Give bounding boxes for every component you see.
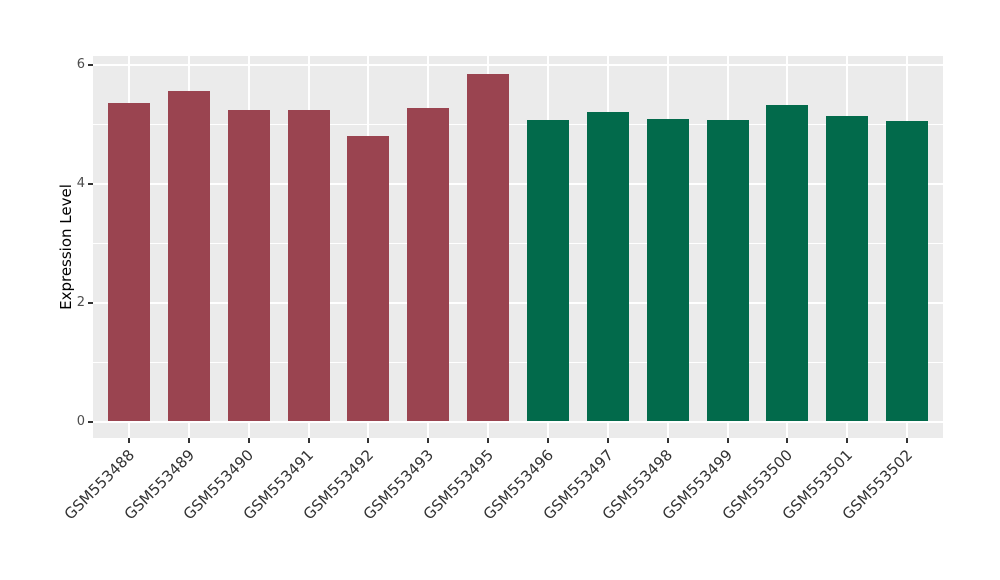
major-gridline — [93, 63, 943, 66]
x-tick-mark — [307, 438, 310, 443]
x-tick-mark — [726, 438, 729, 443]
x-tick-mark — [128, 438, 130, 443]
bar-GSM553493 — [407, 107, 450, 422]
major-gridline — [93, 301, 943, 304]
x-tick-mark — [606, 438, 609, 443]
x-tick-mark — [427, 438, 430, 443]
bar-GSM553497 — [586, 111, 629, 422]
bar-GSM553488 — [108, 103, 150, 422]
bar-GSM553489 — [167, 91, 210, 422]
minor-gridline — [93, 242, 943, 244]
y-tick-label: 0 — [76, 413, 85, 429]
x-tick-mark — [247, 438, 250, 443]
x-tick-mark — [906, 438, 909, 443]
x-tick-mark — [367, 438, 370, 443]
x-tick-mark — [786, 438, 789, 443]
bar-GSM553501 — [826, 116, 869, 422]
y-axis-title: Expression Level — [57, 184, 75, 310]
bar-GSM553502 — [886, 121, 929, 422]
x-tick-mark — [187, 438, 190, 443]
y-tick-label: 6 — [76, 56, 85, 72]
x-tick-mark — [846, 438, 849, 443]
bar-GSM553495 — [467, 74, 510, 422]
y-tick-mark — [88, 182, 93, 185]
x-tick-mark — [546, 438, 549, 443]
major-gridline — [93, 182, 943, 185]
y-tick-mark — [88, 420, 93, 423]
bar-GSM553496 — [526, 120, 569, 422]
minor-gridline — [93, 123, 943, 125]
y-tick-label: 4 — [76, 175, 85, 191]
bar-GSM553491 — [287, 109, 330, 422]
major-gridline — [93, 420, 943, 423]
x-tick-mark — [487, 438, 490, 443]
bar-GSM553498 — [646, 119, 689, 422]
bar-GSM553500 — [766, 104, 809, 422]
y-tick-mark — [88, 301, 93, 304]
plot-panel — [93, 56, 943, 438]
bar-GSM553499 — [706, 119, 749, 422]
y-tick-label: 2 — [76, 294, 85, 310]
bar-GSM553492 — [347, 135, 390, 422]
y-tick-mark — [88, 63, 93, 66]
x-tick-mark — [666, 438, 669, 443]
minor-gridline — [93, 361, 943, 363]
bar-GSM553490 — [227, 109, 270, 422]
